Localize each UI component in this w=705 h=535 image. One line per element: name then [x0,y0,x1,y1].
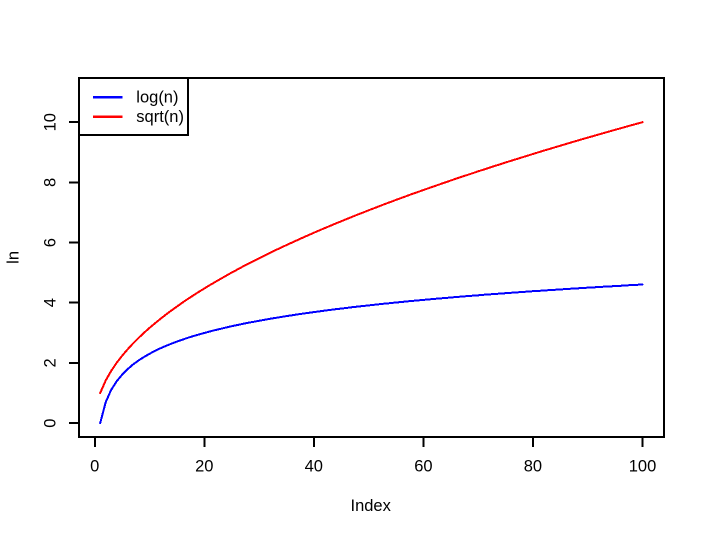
svg-text:40: 40 [305,458,323,476]
svg-text:log(n): log(n) [136,89,178,107]
svg-text:80: 80 [524,458,542,476]
svg-text:sqrt(n): sqrt(n) [136,108,184,126]
svg-text:100: 100 [629,458,657,476]
svg-text:ln: ln [4,251,22,264]
svg-text:8: 8 [41,178,59,187]
svg-text:6: 6 [41,238,59,247]
svg-text:Index: Index [351,497,392,515]
svg-text:4: 4 [41,298,59,307]
svg-text:10: 10 [41,113,59,131]
svg-text:0: 0 [41,419,59,428]
svg-text:60: 60 [414,458,432,476]
svg-text:2: 2 [41,358,59,367]
svg-text:20: 20 [195,458,213,476]
svg-text:0: 0 [90,458,99,476]
